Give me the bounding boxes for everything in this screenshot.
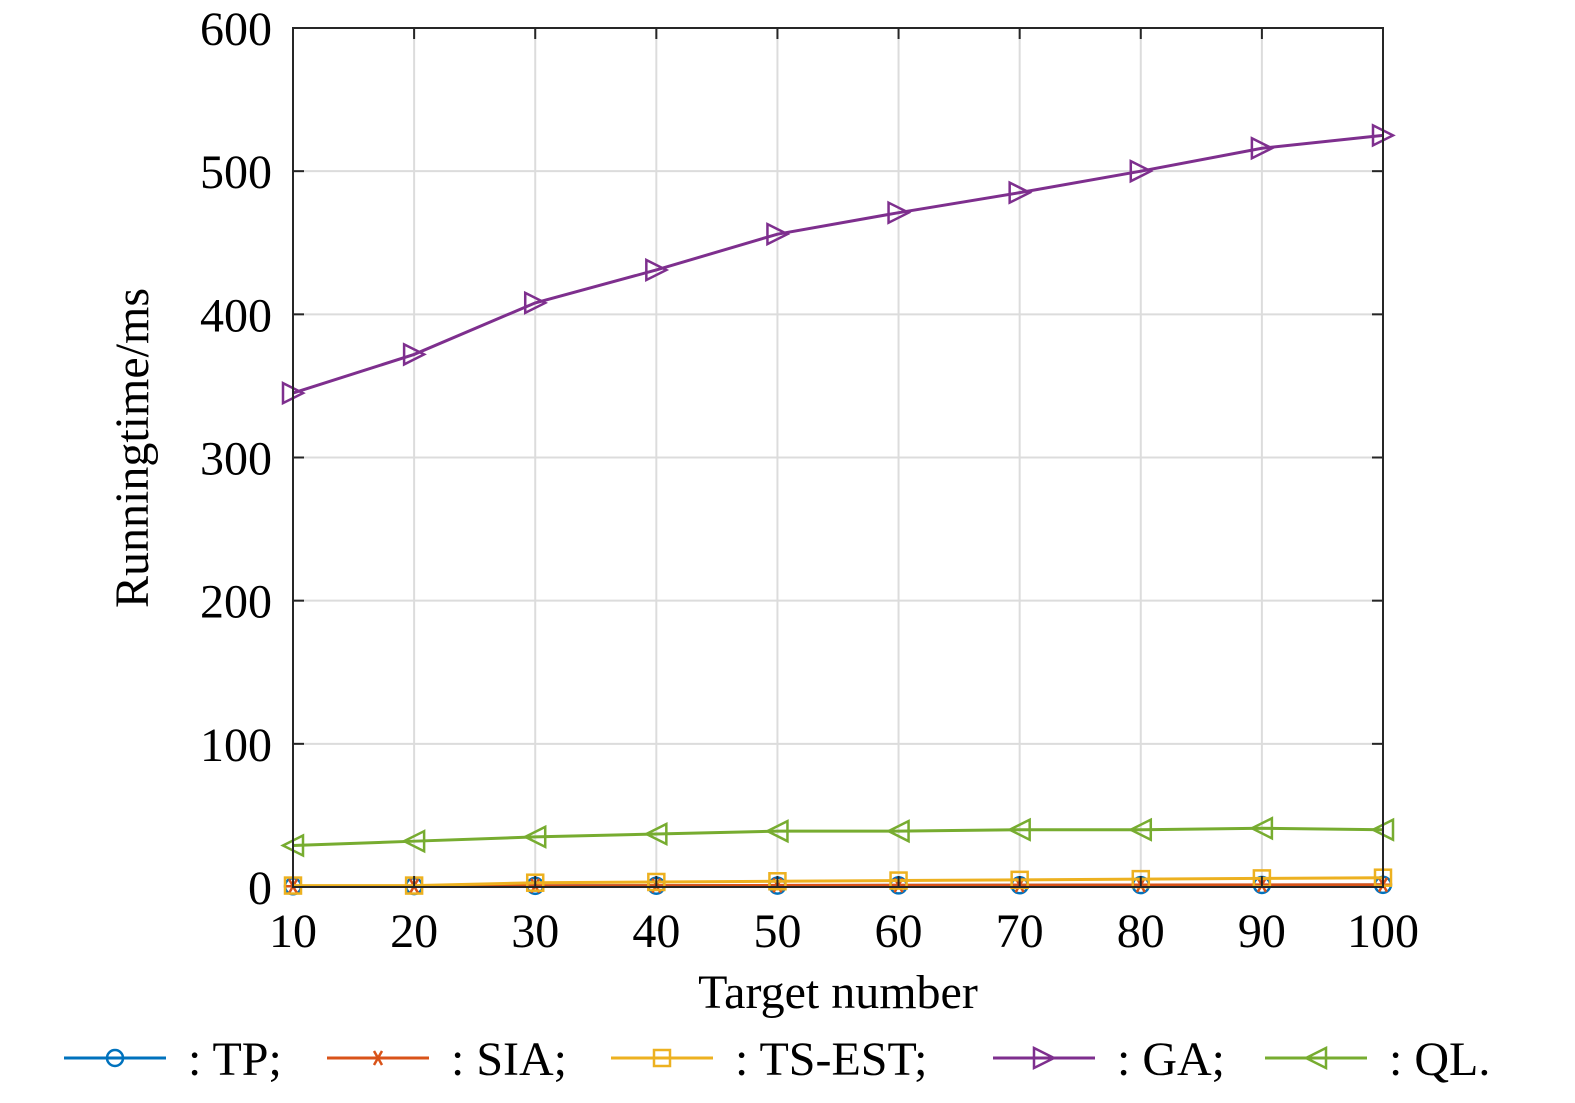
series-4 (280, 816, 1395, 858)
y-axis-label: Runningtime/ms (106, 288, 159, 608)
x-tick-label: 40 (632, 905, 680, 958)
data-point (889, 871, 908, 890)
data-point (887, 200, 912, 225)
y-tick-label: 300 (200, 433, 272, 486)
data-point (1250, 136, 1275, 161)
plot-series (280, 123, 1396, 896)
series-line (292, 133, 1384, 395)
series-3 (281, 123, 1396, 406)
data-point (522, 824, 547, 849)
data-point (885, 819, 910, 844)
legend-label: : TP; (188, 1033, 282, 1086)
x-axis-label: Target number (698, 966, 978, 1019)
grid (293, 28, 1383, 887)
x-tick-label: 60 (875, 905, 923, 958)
legend-entry: : QL. (1265, 1033, 1490, 1086)
legend-marker (652, 1048, 672, 1068)
data-point (1127, 817, 1153, 842)
series-line (293, 876, 1384, 888)
x-tick-label: 100 (1347, 905, 1419, 958)
legend-entry: : TP; (64, 1033, 282, 1086)
y-tick-label: 0 (248, 862, 272, 915)
legend-marker (1032, 1045, 1057, 1071)
series-2 (283, 868, 1393, 895)
data-point (766, 222, 791, 247)
y-tick-label: 200 (200, 576, 272, 629)
data-point (1249, 816, 1274, 841)
data-point (645, 257, 670, 282)
y-tick-label: 600 (200, 3, 272, 56)
y-tick-label: 400 (200, 289, 272, 342)
x-tick-label: 10 (269, 905, 317, 958)
legend-label: : QL. (1389, 1033, 1490, 1086)
x-tick-label: 80 (1117, 905, 1165, 958)
x-tick-label: 70 (996, 905, 1044, 958)
series-line (292, 826, 1384, 847)
data-point (523, 290, 549, 315)
data-point (401, 829, 426, 854)
legend: : TP; : SIA; : TS-EST; : GA; : QL. (64, 1033, 1490, 1086)
legend-entry: : TS-EST; (611, 1033, 928, 1086)
data-point (764, 819, 789, 844)
series-line (292, 883, 1384, 888)
axis-ticks: 10 20 30 40 50 60 70 80 90 100 0 100 200 300 400 500 600 (200, 3, 1419, 958)
x-tick-label: 30 (511, 905, 559, 958)
legend-label: : GA; (1117, 1033, 1225, 1086)
x-tick-label: 20 (390, 905, 438, 958)
data-point (1006, 817, 1031, 842)
x-tick-label: 90 (1238, 905, 1286, 958)
legend-entry: : SIA; (327, 1033, 567, 1086)
y-tick-label: 100 (200, 719, 272, 772)
legend-marker (105, 1048, 125, 1068)
data-point (647, 872, 666, 892)
data-point (643, 822, 668, 847)
data-point (1129, 159, 1154, 184)
legend-marker (370, 1050, 386, 1066)
legend-marker (1303, 1045, 1328, 1071)
data-point (525, 873, 545, 892)
data-point (1008, 180, 1033, 205)
y-tick-label: 500 (200, 146, 272, 199)
legend-label: : SIA; (451, 1033, 567, 1086)
legend-label: : TS-EST; (735, 1033, 928, 1086)
x-tick-label: 50 (753, 905, 801, 958)
data-point (402, 342, 427, 367)
data-point (768, 872, 787, 891)
legend-entry: : GA; (993, 1033, 1225, 1086)
